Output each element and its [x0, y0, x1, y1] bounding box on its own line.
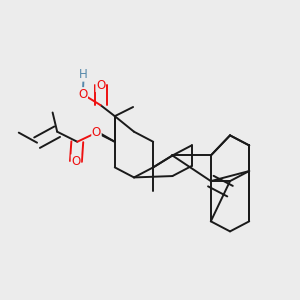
- Text: O: O: [96, 79, 105, 92]
- Text: O: O: [92, 126, 101, 139]
- Text: H: H: [79, 68, 88, 81]
- Text: O: O: [78, 88, 87, 101]
- Text: O: O: [71, 155, 80, 168]
